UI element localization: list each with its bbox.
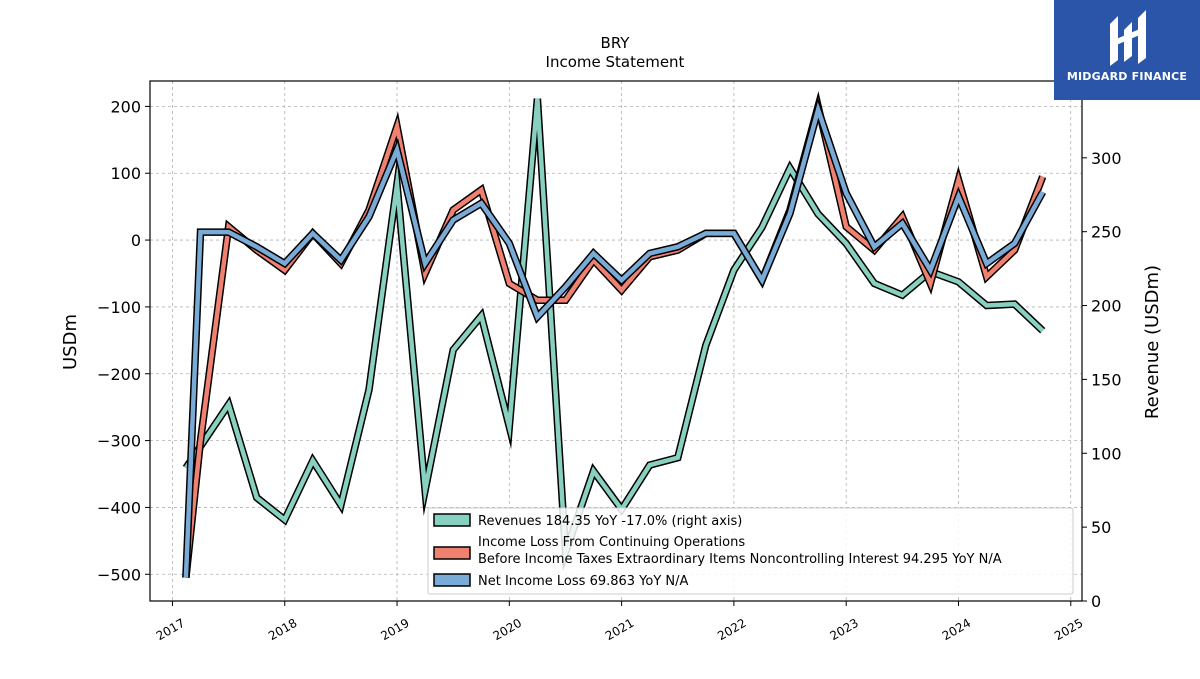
x-tick-label: 2018 [266,616,299,643]
y2-tick-label: 200 [1091,297,1122,316]
y2-tick-label: 100 [1091,444,1122,463]
y2-tick-label: 0 [1091,592,1101,611]
y2-tick-label: 250 [1091,223,1122,242]
legend-label-net-income: Net Income Loss 69.863 YoY N/A [478,574,689,589]
x-tick-label: 2021 [603,616,636,643]
y-axis-label: USDm [60,314,81,370]
y2-tick-label: 50 [1091,518,1111,537]
y-tick-label: 0 [131,231,141,250]
y-tick-label: 100 [110,164,141,183]
legend-label-pretax-income-line2: Before Income Taxes Extraordinary Items … [478,552,1002,567]
y2-tick-label: 300 [1091,149,1122,168]
x-tick-label: 2017 [154,616,187,643]
y2-tick-label: 150 [1091,370,1122,389]
series-outline-revenues [182,98,1046,572]
legend-swatch-revenues [433,513,471,527]
brand-name: MIDGARD FINANCE [1066,70,1188,83]
series-lines [182,91,1047,578]
legend-label-pretax-income-line1: Income Loss From Continuing Operations [478,535,745,550]
y2-axis-label: Revenue (USDm) [1142,265,1163,419]
series-line-net-income [183,101,1045,578]
x-tick-label: 2024 [940,616,973,643]
series-line-pretax-income [183,97,1045,578]
y-tick-label: −200 [97,365,141,384]
y-tick-label: 200 [110,97,141,116]
legend-swatch-pretax-income [433,546,471,560]
legend-box [427,507,1074,595]
x-tick-label: 2022 [715,616,748,643]
chart-subtitle: Income Statement [546,53,685,71]
brand-logo: MIDGARD FINANCE [1054,0,1200,100]
legend-swatch-net-income [433,573,471,587]
y-tick-label: −400 [97,498,141,517]
x-tick-label: 2020 [491,616,524,643]
brand-mark-icon [1110,10,1146,66]
x-tick-label: 2023 [827,616,860,643]
plot-frame [149,80,1083,602]
legend: Revenues 184.35 YoY -17.0% (right axis) … [427,507,1074,595]
series-line-revenues [184,98,1045,564]
x-tick-label: 2025 [1052,616,1085,643]
y-tick-label: −300 [97,432,141,451]
chart-title: BRY [601,34,631,52]
legend-label-revenues: Revenues 184.35 YoY -17.0% (right axis) [478,514,742,529]
x-tick-label: 2019 [378,616,411,643]
series-outline-pretax-income [182,91,1047,578]
y-tick-label: −500 [97,565,141,584]
y-tick-label: −100 [97,298,141,317]
